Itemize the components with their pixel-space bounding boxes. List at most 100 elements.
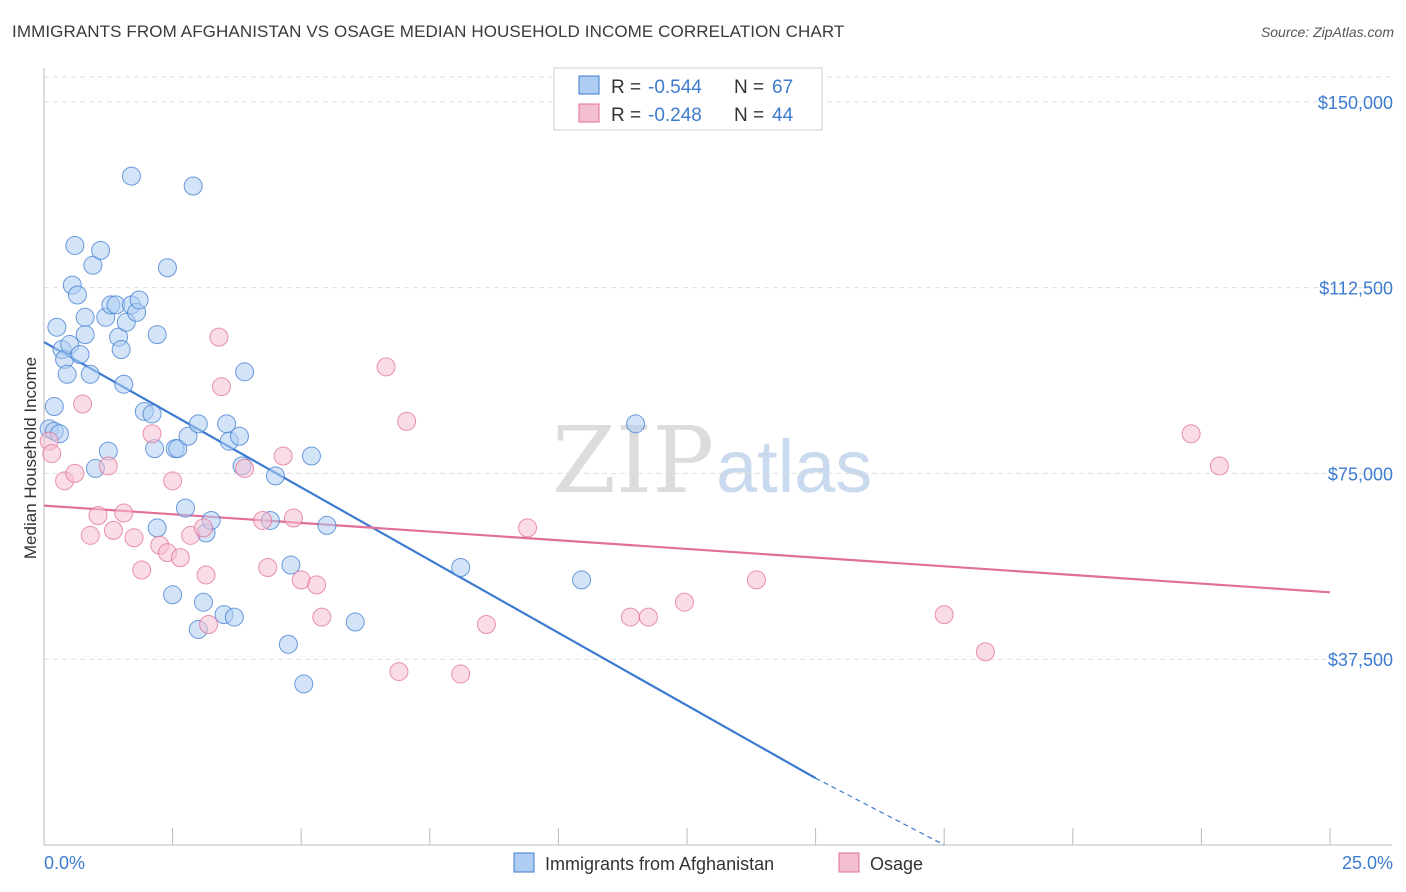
osage-point [253, 510, 273, 530]
osage-point [638, 607, 658, 627]
osage-point [211, 377, 231, 397]
osage-point [193, 518, 213, 538]
watermark-atlas: atlas [716, 425, 872, 508]
afghanistan-point [44, 396, 64, 416]
afghanistan-point [193, 592, 213, 612]
afghanistan-point [129, 290, 149, 310]
osage-point [142, 424, 162, 444]
osage-point [674, 592, 694, 612]
osage-point [124, 528, 144, 548]
osage-point [65, 463, 85, 483]
legend-swatch-blue [578, 75, 600, 95]
afghanistan-point [83, 255, 103, 275]
osage-point [975, 642, 995, 662]
afghanistan-point [157, 258, 177, 278]
source-label: Source: ZipAtlas.com [1260, 24, 1394, 40]
data-points [39, 166, 1229, 694]
afghanistan-trend-extension [815, 777, 945, 846]
stat-n-label-1: N = [734, 77, 764, 98]
afghanistan-point [626, 414, 646, 434]
stat-r-label-2: R = [611, 105, 641, 126]
afghanistan-point [142, 404, 162, 424]
y-tick-label: $150,000 [1318, 93, 1393, 113]
osage-point [114, 503, 134, 523]
afghanistan-point [163, 585, 183, 605]
stats-legend: R = -0.544 N = 67 R = -0.248 N = 44 [553, 67, 823, 131]
afghanistan-point [75, 325, 95, 345]
y-axis-label: Median Household Income [21, 357, 40, 559]
osage-trend-line [43, 504, 1331, 594]
afghanistan-point [451, 558, 471, 578]
afghanistan-point [301, 446, 321, 466]
osage-point [258, 558, 278, 578]
afghanistan-point [114, 374, 134, 394]
afghanistan-point [183, 176, 203, 196]
osage-point [934, 605, 954, 625]
afghanistan-point [345, 612, 365, 632]
legend-label-osage: Osage [870, 854, 923, 874]
osage-point [196, 565, 216, 585]
stat-r-value-2: -0.248 [648, 105, 702, 126]
osage-point [620, 607, 640, 627]
afghanistan-point [121, 166, 141, 186]
afghanistan-point [70, 344, 90, 364]
afghanistan-point [229, 426, 249, 446]
osage-point [42, 444, 62, 464]
osage-point [132, 560, 152, 580]
osage-point [235, 458, 255, 478]
legend-marker-afghanistan [513, 852, 535, 873]
afghanistan-point [224, 607, 244, 627]
legend-label-afghanistan: Immigrants from Afghanistan [545, 854, 774, 874]
afghanistan-point [57, 364, 77, 384]
stat-r-label-1: R = [611, 77, 641, 98]
afghanistan-point [168, 439, 188, 459]
x-tick-label-min: 0.0% [44, 853, 85, 873]
y-tick-label: $37,500 [1328, 650, 1393, 670]
stat-r-value-1: -0.544 [648, 77, 702, 98]
osage-point [73, 394, 93, 414]
osage-point [746, 570, 766, 590]
afghanistan-point [147, 325, 167, 345]
afghanistan-point [572, 570, 592, 590]
osage-point [103, 520, 123, 540]
osage-point [312, 607, 332, 627]
afghanistan-point [67, 285, 87, 305]
osage-point [476, 615, 496, 635]
afghanistan-point [265, 466, 285, 486]
afghanistan-point [47, 317, 67, 337]
afghanistan-point [147, 518, 167, 538]
osage-point [283, 508, 303, 528]
y-tick-label: $112,500 [1319, 279, 1393, 299]
osage-point [98, 456, 118, 476]
osage-point [451, 664, 471, 684]
osage-point [88, 506, 108, 526]
osage-point [307, 575, 327, 595]
afghanistan-point [317, 515, 337, 535]
afghanistan-point [75, 307, 95, 327]
osage-point [163, 471, 183, 491]
afghanistan-point [80, 364, 100, 384]
osage-point [376, 357, 396, 377]
stat-n-value-1: 67 [772, 77, 793, 98]
x-tick-label-max: 25.0% [1342, 853, 1393, 873]
osage-point [273, 446, 293, 466]
afghanistan-point [111, 340, 131, 360]
tick-labels: $37,500 $75,000 $112,500 $150,000 0.0% 25.0% [44, 93, 1393, 873]
osage-point [389, 662, 409, 682]
afghanistan-point [188, 414, 208, 434]
legend-swatch-pink [578, 103, 600, 123]
osage-point [1209, 456, 1229, 476]
afghanistan-trend-line [43, 341, 817, 780]
bottom-legend: Immigrants from Afghanistan Osage [513, 852, 923, 874]
afghanistan-point [294, 674, 314, 694]
osage-point [170, 548, 190, 568]
afghanistan-point [281, 555, 301, 575]
osage-point [199, 615, 219, 635]
afghanistan-point [65, 235, 85, 255]
osage-point [1181, 424, 1201, 444]
afghanistan-point [278, 634, 298, 654]
y-tick-label: $75,000 [1328, 464, 1393, 484]
afghanistan-point [91, 240, 111, 260]
afghanistan-point [175, 498, 195, 518]
